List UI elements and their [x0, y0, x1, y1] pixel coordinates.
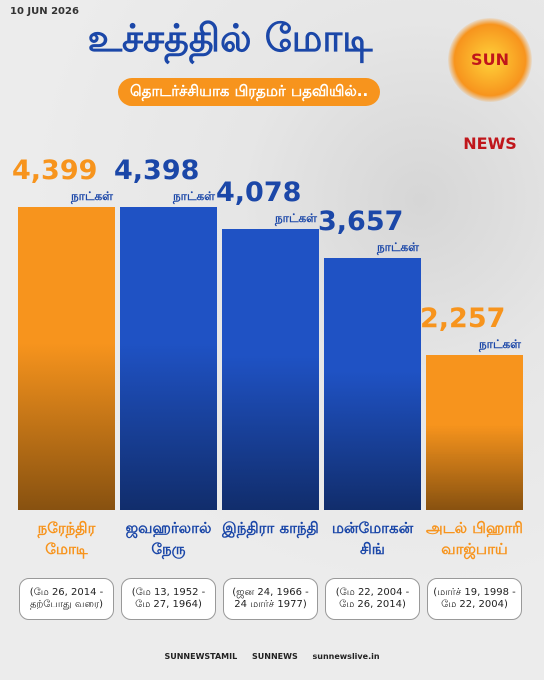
unit-label: நாட்கள்	[376, 240, 419, 255]
footer-handle: sunnewslive.in	[312, 652, 380, 661]
category-label: அடல் பிஹாரி வாஜ்பாய்	[426, 519, 523, 558]
bar	[120, 207, 217, 510]
category-label: ஜவஹர்லால் நேரு	[125, 519, 212, 558]
logo: SUN NEWS	[448, 18, 532, 153]
unit-label: நாட்கள்	[274, 211, 317, 226]
unit-label: நாட்கள்	[70, 189, 113, 203]
period-label: (மே 22, 2004 - மே 26, 2014)	[325, 578, 420, 620]
value-label: 4,078	[216, 177, 302, 209]
footer: SUNNEWSTAMIL SUNNEWS sunnewslive.in	[0, 652, 544, 661]
unit-label: நாட்கள்	[172, 189, 215, 204]
category-label: மன்மோகன் சிங்	[331, 519, 414, 558]
period-label: (ஜன 24, 1966 - 24 மார்ச் 1977)	[223, 578, 318, 620]
period-label: (மே 26, 2014 - தற்போது வரை)	[19, 578, 114, 620]
bar	[426, 354, 523, 510]
date: 10 JUN 2026	[10, 6, 79, 17]
category-label: இந்திரா காந்தி	[222, 519, 319, 537]
chart-title: உச்சத்தில் மோடி	[87, 16, 373, 60]
value-label: 3,657	[318, 206, 404, 238]
value-label: 4,398	[114, 155, 200, 187]
period-label: (மார்ச் 19, 1998 - மே 22, 2004)	[427, 578, 522, 620]
value-label: 2,257	[420, 302, 506, 334]
footer-handle: SUNNEWSTAMIL	[164, 652, 238, 661]
subtitle: தொடர்ச்சியாக பிரதமர் பதவியில்..	[118, 78, 381, 106]
category-label: நரேந்திர மோடி	[37, 519, 96, 558]
bar	[18, 207, 115, 510]
bar	[324, 258, 421, 510]
period-label: (மே 13, 1952 - மே 27, 1964)	[121, 578, 216, 620]
bar	[222, 229, 319, 510]
value-label: 4,399	[12, 155, 98, 186]
unit-label: நாட்கள்	[478, 336, 521, 351]
footer-handle: SUNNEWS	[252, 652, 298, 661]
